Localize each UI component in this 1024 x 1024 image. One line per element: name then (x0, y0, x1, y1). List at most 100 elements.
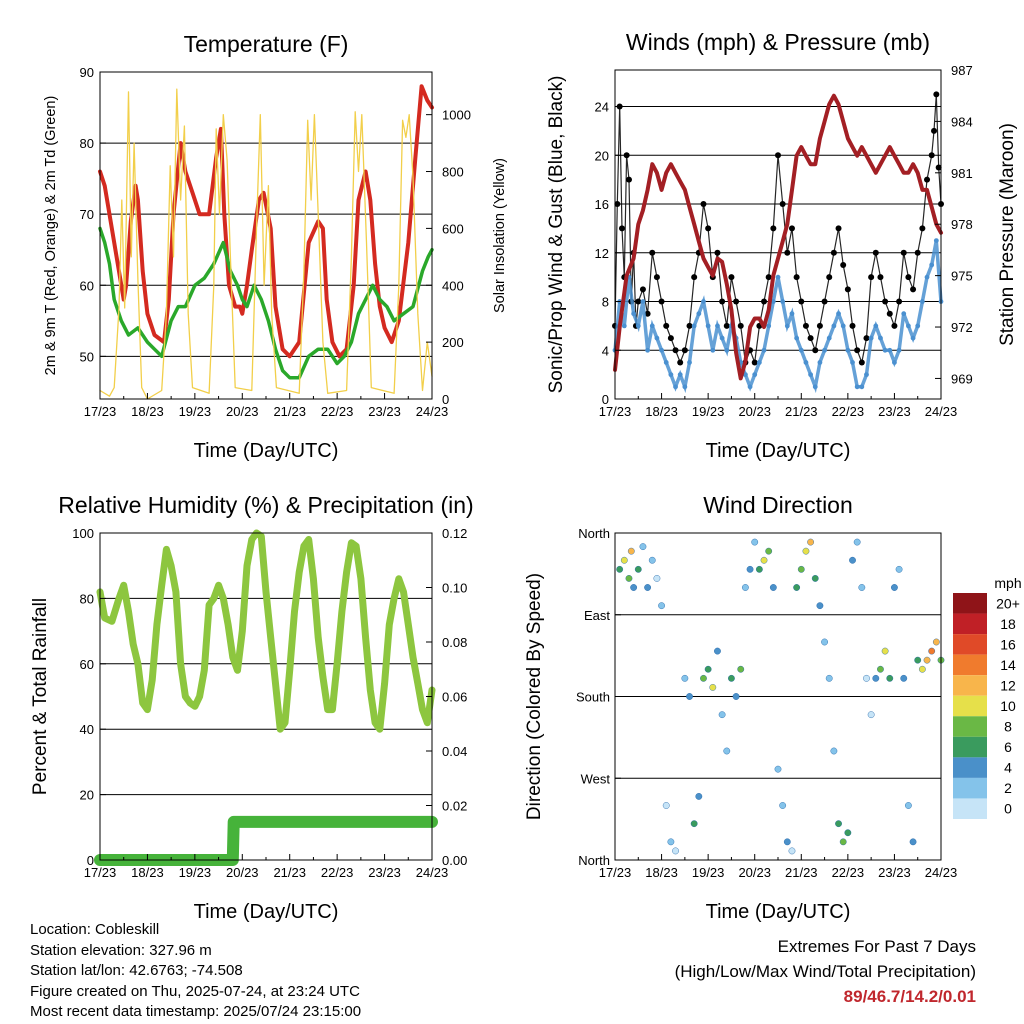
humidity-panel: 17/23 18/23 19/23 20/23 21/23 22/23 23/23 24/23… (30, 492, 474, 923)
y-right-tick-label: 0.10 (442, 581, 467, 596)
x-tick-label: 17/23 (84, 404, 117, 419)
extremes-subtitle: (High/Low/Max Wind/Total Precipitation) (674, 962, 976, 981)
y-tick-label: 0 (602, 392, 609, 407)
station-location: Location: Cobleskill (30, 921, 160, 938)
y-tick-label: North (578, 853, 610, 868)
y-tick-label: 24 (595, 100, 609, 115)
wind-direction-point (681, 674, 689, 682)
y-right-tick-label: 800 (442, 165, 464, 180)
x-tick-label: 24/23 (925, 404, 958, 419)
wind-direction-point (627, 547, 635, 555)
x-tick-label: 18/23 (645, 404, 678, 419)
legend-swatch (953, 613, 987, 635)
x-tick-label: 22/23 (321, 404, 354, 419)
y-tick-label: 0 (87, 853, 94, 868)
wind-direction-point (839, 838, 847, 846)
y-right-tick-label: 1000 (442, 108, 471, 123)
wind-direction-point (863, 674, 870, 682)
wind-direction-point (732, 693, 740, 700)
x-tick-label: 19/23 (179, 865, 212, 880)
wind-direction-point (704, 665, 712, 673)
y-tick-label: 70 (80, 207, 94, 222)
wind-direction-point (830, 747, 838, 755)
y-axis-label: Direction (Colored By Speed) (524, 573, 545, 820)
wind-direction-point (788, 847, 796, 855)
y-right-tick-label: 0 (442, 392, 449, 407)
wind-direction-point (742, 584, 749, 591)
wind-direction-point (811, 575, 819, 582)
wind-direction-point (881, 647, 889, 655)
wind-direction-point (774, 765, 782, 773)
legend-swatch (953, 736, 987, 758)
legend-label: 8 (1004, 719, 1012, 735)
wind-direction-point (639, 543, 647, 551)
y-tick-label: 4 (602, 343, 609, 358)
series-line (94, 815, 438, 866)
x-tick-label: 21/23 (273, 404, 306, 419)
wind-direction-point (634, 565, 642, 573)
extremes-box: Extremes For Past 7 Days (High/Low/Max W… (675, 934, 976, 1009)
wind-direction-point (844, 829, 852, 837)
panel-title: Temperature (F) (184, 31, 349, 57)
panel-title: Winds (mph) & Pressure (mb) (626, 29, 930, 55)
x-tick-label: 17/23 (84, 865, 117, 880)
wind-direction-point (783, 838, 791, 846)
y-right-tick-label: 972 (951, 320, 973, 335)
legend-label: 12 (1000, 677, 1016, 693)
extremes-title: Extremes For Past 7 Days (777, 937, 976, 956)
x-axis-label: Time (Day/UTC) (194, 440, 339, 462)
wind-direction-point (746, 565, 754, 573)
wind-direction-point (858, 584, 866, 591)
y-tick-label: 80 (80, 591, 94, 606)
plot-frame (614, 69, 942, 400)
wind-direction-point (625, 575, 633, 582)
y-tick-label: 60 (80, 657, 94, 672)
speed-legend: mph 20+ 18 16 14 12 10 8 6 4 2 0 (953, 575, 1022, 819)
station-elevation: Station elevation: 327.96 m (30, 941, 212, 959)
y-right-tick-label: 0.00 (442, 853, 467, 868)
x-tick-label: 17/23 (599, 865, 632, 880)
y-tick-label: South (576, 690, 610, 705)
wind-direction-point (849, 556, 856, 564)
x-tick-label: 20/23 (738, 865, 771, 880)
wind-direction-point (900, 674, 908, 682)
series-line (98, 84, 434, 359)
wind-direction-point (914, 656, 922, 664)
wind-direction-point (723, 747, 731, 755)
wind-direction-point (686, 693, 693, 700)
x-tick-label: 19/23 (179, 404, 212, 419)
x-tick-label: 23/23 (368, 404, 401, 419)
x-tick-label: 19/23 (692, 404, 725, 419)
wind-direction-point (932, 638, 940, 646)
y-tick-label: East (584, 608, 610, 623)
wind-direction-point (751, 538, 759, 546)
wind-direction-point (779, 802, 787, 809)
wind-direction-point (909, 838, 917, 846)
legend-label: 4 (1004, 760, 1012, 776)
wind-direction-point (895, 565, 903, 573)
wind-direction-point (867, 711, 875, 719)
wind-direction-point (886, 674, 894, 682)
wind-direction-point (769, 584, 777, 591)
x-tick-label: 23/23 (878, 404, 911, 419)
wind-direction-point (644, 584, 651, 591)
y-tick-label: 90 (80, 65, 94, 80)
wind-direction-point (802, 547, 810, 555)
x-tick-label: 24/23 (416, 404, 449, 419)
wind-direction-point (872, 674, 880, 682)
wind-direction-point (737, 665, 745, 673)
wind-direction-point (853, 538, 861, 546)
legend-swatch (953, 695, 987, 717)
wind-direction-point (648, 556, 656, 564)
x-tick-label: 22/23 (321, 865, 354, 880)
y-right-tick-label: 984 (951, 114, 973, 129)
legend-swatch (953, 634, 987, 655)
x-tick-label: 22/23 (832, 865, 865, 880)
x-tick-label: 20/23 (738, 404, 771, 419)
wind-direction-point (755, 565, 763, 573)
legend-label: 10 (1000, 698, 1016, 714)
y-tick-label: 60 (80, 278, 94, 293)
wind-direction-point (653, 575, 661, 582)
y-axis-label: Percent & Total Rainfall (30, 598, 51, 795)
